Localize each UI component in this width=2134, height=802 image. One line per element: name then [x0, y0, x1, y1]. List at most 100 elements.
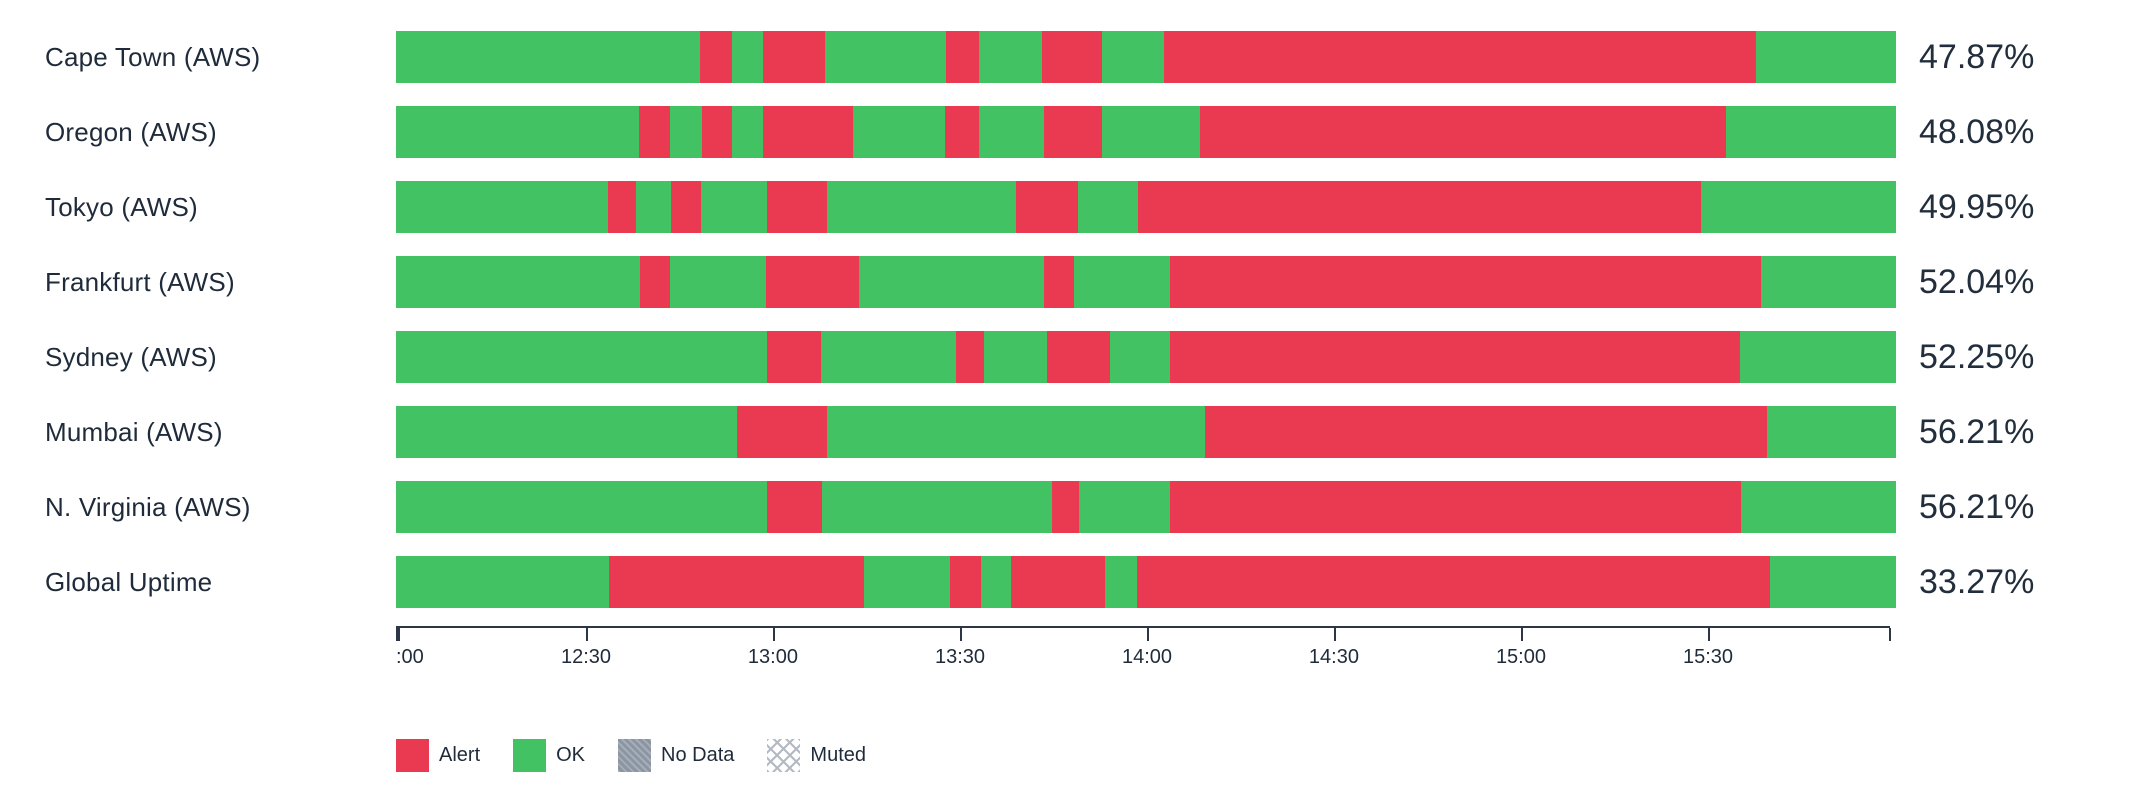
bar-segment-alert[interactable]: [1043, 106, 1103, 158]
bar-segment-alert[interactable]: [609, 556, 864, 608]
bar-segment-ok[interactable]: [1078, 481, 1170, 533]
bar-segment-alert[interactable]: [1138, 181, 1701, 233]
legend-item-ok[interactable]: OK: [513, 739, 585, 772]
status-bar: [396, 481, 1896, 533]
bar-segment-alert[interactable]: [949, 556, 981, 608]
bar-segment-ok[interactable]: [1767, 406, 1896, 458]
bar-segment-alert[interactable]: [1204, 406, 1767, 458]
bar-segment-ok[interactable]: [396, 181, 608, 233]
bar-segment-alert[interactable]: [700, 31, 732, 83]
bar-segment-alert[interactable]: [1199, 106, 1727, 158]
legend-item-alert[interactable]: Alert: [396, 739, 480, 772]
axis-tick: [1333, 628, 1336, 641]
bar-segment-alert[interactable]: [1170, 481, 1742, 533]
axis-tick: [397, 628, 400, 641]
bar-segment-alert[interactable]: [763, 31, 825, 83]
bar-segment-alert[interactable]: [1163, 31, 1757, 83]
legend-item-muted[interactable]: Muted: [767, 739, 866, 772]
bar-segment-alert[interactable]: [1046, 331, 1110, 383]
bar-segment-ok[interactable]: [1769, 556, 1896, 608]
bar-segment-ok[interactable]: [979, 31, 1043, 83]
bar-segment-alert[interactable]: [670, 181, 701, 233]
bar-segment-ok[interactable]: [1109, 331, 1170, 383]
bar-segment-ok[interactable]: [859, 256, 1044, 308]
bar-segment-ok[interactable]: [396, 31, 701, 83]
bar-segment-ok[interactable]: [984, 331, 1047, 383]
bar-segment-ok[interactable]: [636, 181, 671, 233]
bar-segment-alert[interactable]: [766, 331, 821, 383]
bar-segment-alert[interactable]: [1051, 481, 1079, 533]
bar-segment-alert[interactable]: [1043, 256, 1074, 308]
bar-segment-ok[interactable]: [824, 31, 947, 83]
bar-segment-ok[interactable]: [396, 106, 639, 158]
row-label: Cape Town (AWS): [45, 41, 261, 72]
bar-segment-ok[interactable]: [826, 181, 1016, 233]
row-label: Oregon (AWS): [45, 116, 217, 147]
bar-segment-ok[interactable]: [396, 406, 737, 458]
status-bar: [396, 556, 1896, 608]
bar-segment-ok[interactable]: [1741, 481, 1896, 533]
bar-segment-alert[interactable]: [640, 256, 671, 308]
bar-segment-ok[interactable]: [700, 181, 767, 233]
bar-segment-ok[interactable]: [1073, 256, 1170, 308]
status-bar: [396, 406, 1896, 458]
bar-segment-alert[interactable]: [766, 181, 827, 233]
bar-segment-alert[interactable]: [607, 181, 636, 233]
legend-item-nodata[interactable]: No Data: [618, 739, 734, 772]
bar-segment-alert[interactable]: [1010, 556, 1106, 608]
bar-segment-ok[interactable]: [396, 481, 767, 533]
row-label: Sydney (AWS): [45, 341, 217, 372]
bar-segment-alert[interactable]: [701, 106, 732, 158]
bar-segment-ok[interactable]: [670, 256, 767, 308]
bar-segment-ok[interactable]: [670, 106, 702, 158]
bar-segment-alert[interactable]: [736, 406, 827, 458]
legend-label: OK: [556, 744, 586, 766]
bar-segment-ok[interactable]: [1760, 256, 1896, 308]
status-bar: [396, 256, 1896, 308]
bar-segment-ok[interactable]: [731, 31, 764, 83]
axis-tick: [959, 628, 962, 641]
bar-segment-alert[interactable]: [1169, 256, 1761, 308]
bar-segment-alert[interactable]: [944, 106, 980, 158]
legend-swatch-ok-icon: [513, 739, 547, 772]
bar-segment-ok[interactable]: [396, 556, 609, 608]
bar-segment-alert[interactable]: [1042, 31, 1103, 83]
bar-segment-ok[interactable]: [731, 106, 764, 158]
bar-segment-ok[interactable]: [853, 106, 945, 158]
bar-segment-ok[interactable]: [1726, 106, 1896, 158]
bar-segment-alert[interactable]: [763, 106, 854, 158]
bar-segment-ok[interactable]: [979, 106, 1044, 158]
status-row: Cape Town (AWS) 47.87%: [0, 31, 2134, 83]
bar-segment-alert[interactable]: [766, 481, 822, 533]
bar-segment-ok[interactable]: [1105, 556, 1137, 608]
bar-segment-alert[interactable]: [955, 331, 984, 383]
bar-segment-ok[interactable]: [1102, 106, 1200, 158]
legend-swatch-nodata-icon: [618, 739, 652, 772]
bar-segment-ok[interactable]: [980, 556, 1011, 608]
bar-segment-ok[interactable]: [1078, 181, 1139, 233]
bar-segment-ok[interactable]: [396, 256, 641, 308]
bar-segment-ok[interactable]: [1739, 331, 1896, 383]
bar-segment-ok[interactable]: [1700, 181, 1896, 233]
bar-segment-alert[interactable]: [1169, 331, 1740, 383]
bar-segment-ok[interactable]: [396, 331, 767, 383]
bar-segment-alert[interactable]: [1015, 181, 1079, 233]
bar-segment-alert[interactable]: [766, 256, 860, 308]
uptime-value: 56.21%: [1919, 412, 2035, 451]
bar-segment-alert[interactable]: [946, 31, 980, 83]
status-bar: [396, 106, 1896, 158]
bar-segment-alert[interactable]: [1136, 556, 1770, 608]
bar-segment-ok[interactable]: [864, 556, 950, 608]
bar-segment-alert[interactable]: [639, 106, 671, 158]
legend-swatch-alert-icon: [396, 739, 429, 772]
legend-label: No Data: [661, 744, 735, 766]
bar-segment-ok[interactable]: [1102, 31, 1164, 83]
row-label: Global Uptime: [45, 566, 213, 597]
time-axis: :00 12:30 13:00 13:30 14:00 14:30 15:00 15:30: [396, 626, 1891, 688]
uptime-value: 47.87%: [1919, 37, 2035, 76]
axis-tick: [1147, 628, 1150, 641]
bar-segment-ok[interactable]: [820, 331, 956, 383]
bar-segment-ok[interactable]: [1756, 31, 1896, 83]
bar-segment-ok[interactable]: [822, 481, 1052, 533]
bar-segment-ok[interactable]: [826, 406, 1205, 458]
